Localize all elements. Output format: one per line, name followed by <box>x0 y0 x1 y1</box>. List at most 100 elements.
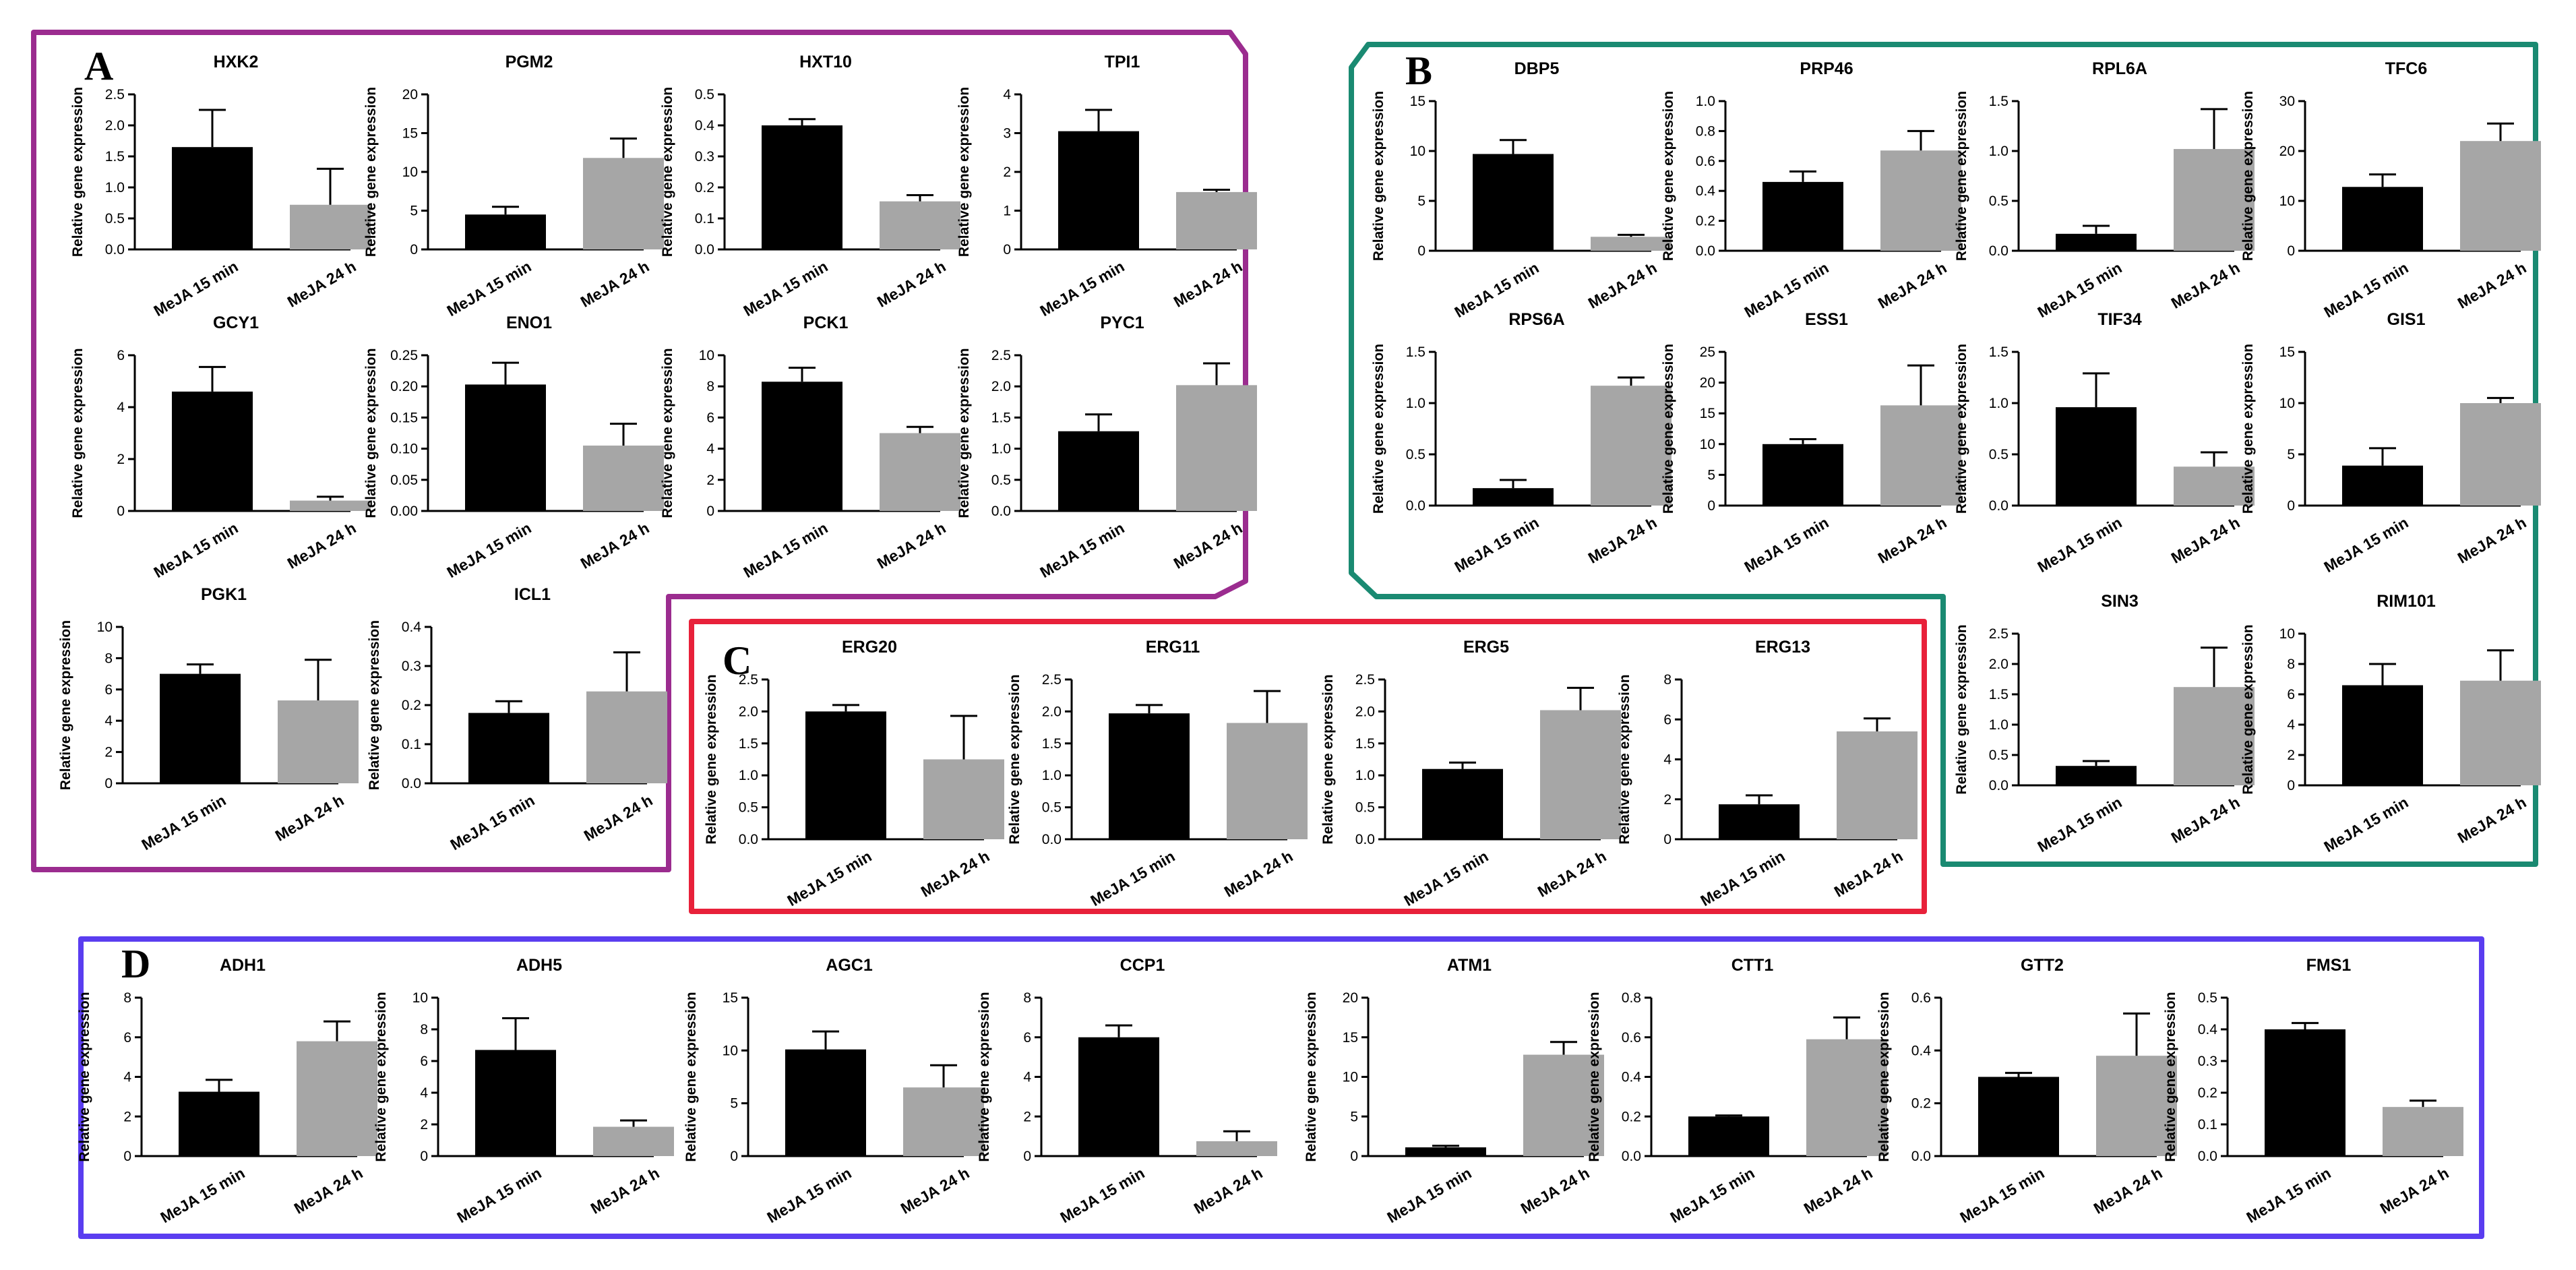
y-axis-label: Relative gene expression <box>1007 674 1022 844</box>
y-tick-label: 8 <box>706 379 714 394</box>
y-tick-label: 0.5 <box>1989 748 2008 763</box>
bar-agc1-15min <box>785 1049 866 1156</box>
y-tick-label: 0 <box>1707 498 1715 514</box>
chart-prp46: PRP46 Relative gene expression 0.0 0.2 0.4 0.… <box>1661 59 1961 321</box>
chart-title: SIN3 <box>2101 592 2139 611</box>
bar-atm1-24h <box>1523 1054 1604 1156</box>
bar-tif34-15min <box>2056 407 2137 506</box>
y-tick-label: 20 <box>1700 375 1715 391</box>
bar-pck1-15min <box>762 382 842 511</box>
y-axis-label: Relative gene expression <box>704 674 719 844</box>
chart-title: ERG11 <box>1146 638 1200 657</box>
y-tick-label: 0 <box>1003 242 1011 258</box>
y-tick-label: 0 <box>1350 1149 1358 1164</box>
y-tick-label: 10 <box>723 1043 738 1058</box>
y-tick-label: 0.3 <box>402 659 421 674</box>
y-tick-label: 6 <box>117 348 125 363</box>
y-axis-label: Relative gene expression <box>1320 674 1336 844</box>
y-tick-label: 0.4 <box>1696 183 1716 199</box>
panel-frame-c <box>689 619 1927 914</box>
chart-title: ADH5 <box>516 956 562 975</box>
y-tick-label: 0 <box>410 242 418 258</box>
y-tick-label: 0.6 <box>1622 1030 1641 1046</box>
y-tick-label: 6 <box>104 682 113 698</box>
bar-pck1-24h <box>880 433 960 511</box>
panel-frames: A B C D <box>31 30 2538 1239</box>
y-tick-label: 0 <box>706 504 714 519</box>
y-tick-label: 20 <box>402 87 418 102</box>
y-tick-label: 0.5 <box>2198 990 2217 1006</box>
chart-title: ERG20 <box>842 638 897 657</box>
y-tick-label: 0.5 <box>739 800 758 816</box>
y-tick-label: 0.6 <box>1911 990 1931 1006</box>
y-tick-label: 2.0 <box>739 704 758 719</box>
y-tick-label: 0.5 <box>105 211 125 226</box>
chart-title: HXT10 <box>799 53 852 71</box>
y-tick-label: 0.2 <box>1622 1109 1641 1124</box>
y-tick-label: 0.2 <box>1696 214 1715 229</box>
chart-title: ADH1 <box>220 956 266 975</box>
panel-label-b: B <box>1405 49 1432 93</box>
chart-title: RPS6A <box>1508 310 1564 329</box>
y-tick-label: 4 <box>1663 752 1672 768</box>
y-tick-label: 0.0 <box>1406 498 1425 514</box>
bar-erg11-15min <box>1109 713 1190 839</box>
y-tick-label: 8 <box>2287 657 2295 672</box>
bar-ccp1-24h <box>1196 1141 1277 1156</box>
y-tick-label: 0.3 <box>695 149 714 164</box>
y-tick-label: 0 <box>1023 1149 1031 1164</box>
y-tick-label: 8 <box>420 1022 428 1037</box>
bar-fms1-24h <box>2383 1107 2463 1156</box>
chart-title: PCK1 <box>803 313 849 332</box>
y-axis-label: Relative gene expression <box>1661 344 1676 514</box>
chart-title: ICL1 <box>514 585 551 604</box>
bar-icl1-24h <box>586 691 667 783</box>
y-tick-label: 0.2 <box>695 180 714 195</box>
chart-title: RPL6A <box>2092 59 2147 78</box>
y-tick-label: 0.0 <box>2198 1149 2217 1164</box>
bar-ess1-24h <box>1880 405 1961 506</box>
y-tick-label: 8 <box>104 651 113 666</box>
chart-title: PRP46 <box>1800 59 1853 78</box>
bar-erg11-24h <box>1227 723 1308 839</box>
chart-title: PGM2 <box>505 53 553 71</box>
y-tick-label: 1.5 <box>1989 344 2008 360</box>
y-tick-label: 1.5 <box>1042 736 1062 752</box>
chart-title: HXK2 <box>214 53 259 71</box>
y-tick-label: 0.5 <box>1989 193 2008 209</box>
y-tick-label: 0.0 <box>1042 832 1062 847</box>
y-axis-label: Relative gene expression <box>683 992 699 1161</box>
bar-hxt10-24h <box>880 201 960 249</box>
y-tick-label: 2.5 <box>991 348 1011 363</box>
chart-title: ERG5 <box>1463 638 1509 657</box>
y-tick-label: 6 <box>706 410 714 425</box>
bar-adh1-15min <box>179 1091 259 1156</box>
chart-title: GCY1 <box>213 313 259 332</box>
y-axis-label: Relative gene expression <box>1876 992 1892 1161</box>
bar-rpl6a-15min <box>2056 233 2137 251</box>
bar-atm1-15min <box>1405 1147 1486 1156</box>
y-axis-label: Relative gene expression <box>70 348 86 518</box>
y-axis-label: Relative gene expression <box>1304 992 1319 1161</box>
y-tick-label: 0.5 <box>991 473 1011 488</box>
y-tick-label: 1.5 <box>1355 736 1375 752</box>
bar-icl1-15min <box>468 713 549 783</box>
y-tick-label: 2 <box>1663 792 1672 808</box>
y-tick-label: 0.2 <box>402 698 421 713</box>
chart-title: TIF34 <box>2097 310 2141 329</box>
bar-adh5-15min <box>475 1050 556 1156</box>
y-tick-label: 10 <box>1410 144 1425 159</box>
y-tick-label: 4 <box>1003 87 1011 102</box>
y-tick-label: 0.20 <box>390 379 418 394</box>
y-tick-label: 4 <box>104 713 113 729</box>
chart-title: ESS1 <box>1805 310 1848 329</box>
y-tick-label: 2.5 <box>1355 672 1375 688</box>
y-tick-label: 5 <box>1350 1109 1358 1124</box>
y-tick-label: 0.25 <box>390 348 418 363</box>
bar-pgm2-15min <box>465 214 546 249</box>
bar-dbp5-15min <box>1473 154 1554 251</box>
bar-prp46-24h <box>1880 150 1961 251</box>
y-tick-label: 4 <box>706 442 714 457</box>
y-tick-label: 1.0 <box>739 768 758 783</box>
